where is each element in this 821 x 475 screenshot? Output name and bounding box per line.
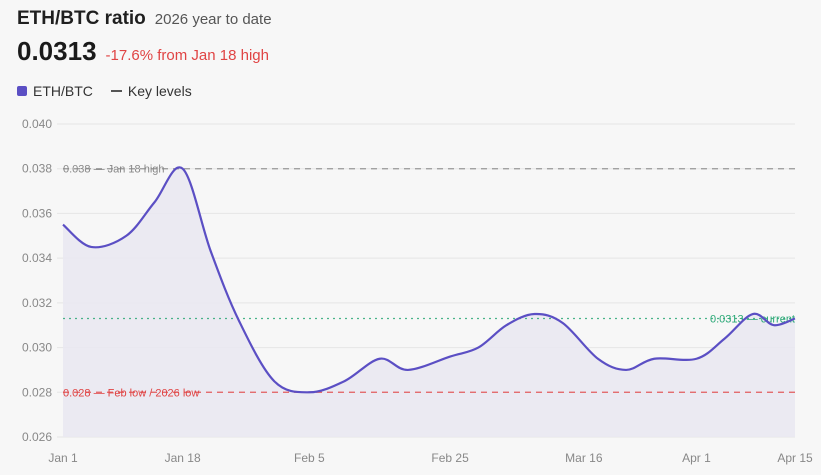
key-level-label: 0.028 — Feb low / 2026 low xyxy=(63,387,199,399)
y-tick-label: 0.036 xyxy=(22,206,52,220)
y-tick-label: 0.026 xyxy=(22,430,52,444)
legend-series-label: ETH/BTC xyxy=(33,83,93,99)
current-value: 0.0313 xyxy=(17,36,97,66)
x-tick-label: Apr 1 xyxy=(682,451,711,465)
dash-line-icon xyxy=(110,90,122,92)
x-tick-label: Jan 18 xyxy=(165,451,201,465)
x-tick-label: Apr 15 xyxy=(777,451,813,465)
y-tick-label: 0.040 xyxy=(22,117,52,131)
legend-levels-label: Key levels xyxy=(127,83,192,99)
x-tick-label: Feb 5 xyxy=(294,451,325,465)
x-tick-label: Jan 1 xyxy=(48,451,78,465)
key-level-label: 0.038 — Jan 18 high xyxy=(63,164,165,176)
chart-subtitle: 2026 year to date xyxy=(154,11,272,28)
chart-header: ETH/BTC ratio 2026 year to date xyxy=(17,8,272,30)
y-tick-label: 0.034 xyxy=(22,251,52,265)
legend-item-levels[interactable]: Key levels xyxy=(110,83,192,99)
legend: ETH/BTC Key levels xyxy=(17,83,210,99)
area-fill xyxy=(63,167,795,437)
y-tick-label: 0.032 xyxy=(22,296,52,310)
value-row: 0.0313 -17.6% from Jan 18 high xyxy=(17,36,269,67)
y-tick-label: 0.038 xyxy=(22,162,52,176)
key-level-label: 0.0313 — current xyxy=(710,314,795,326)
change-text: -17.6% from Jan 18 high xyxy=(105,47,269,64)
x-tick-label: Mar 16 xyxy=(565,451,603,465)
legend-item-series[interactable]: ETH/BTC xyxy=(17,83,93,99)
x-tick-label: Feb 25 xyxy=(431,451,469,465)
series-line xyxy=(62,166,796,394)
y-tick-label: 0.028 xyxy=(22,385,52,399)
y-tick-label: 0.030 xyxy=(22,341,52,355)
series-swatch-icon xyxy=(17,86,27,96)
chart-title: ETH/BTC ratio xyxy=(17,8,146,29)
